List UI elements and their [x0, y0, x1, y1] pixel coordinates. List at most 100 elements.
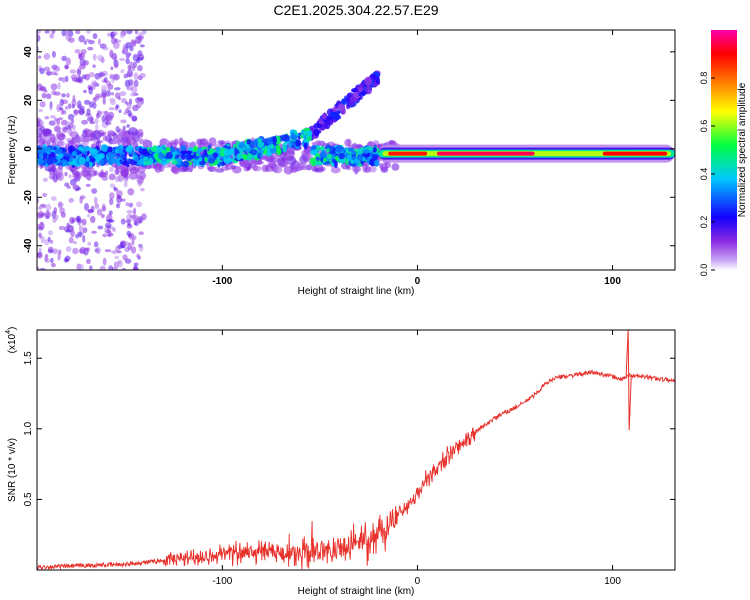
noise-speck [130, 246, 137, 254]
noise-speck [125, 52, 130, 59]
band-blob [328, 145, 334, 151]
noise-speck [133, 222, 140, 226]
noise-speck [127, 188, 135, 196]
branch-blob [349, 96, 357, 103]
band-blob [291, 134, 298, 141]
band-blob [334, 160, 338, 169]
noise-speck [72, 185, 78, 190]
spectrogram-y-tick-label: -40 [23, 238, 34, 253]
band-halo [144, 164, 152, 170]
band-blob [78, 156, 86, 165]
noise-speck [50, 263, 56, 268]
noise-speck [51, 30, 56, 34]
noise-speck [115, 203, 121, 209]
snr-x-axis-label: Height of straight line (km) [298, 586, 415, 597]
noise-speck [133, 235, 137, 240]
band-blob [143, 160, 151, 166]
band-blob [335, 145, 343, 154]
noise-speck [94, 203, 100, 210]
colorbar-tick-label: 0.2 [699, 216, 709, 229]
band-halo [224, 163, 234, 171]
snr-axes: -100 0 100 0.5 1.0 1.5 [23, 330, 675, 587]
noise-speck [129, 93, 136, 97]
branch-blob [372, 73, 377, 80]
branch-blob [313, 128, 320, 137]
band-blob [137, 160, 144, 166]
noise-speck [123, 181, 128, 188]
noise-speck [42, 192, 48, 198]
noise-speck [78, 225, 83, 232]
branch-blob [329, 111, 336, 119]
noise-speck [76, 215, 81, 221]
noise-speck [93, 196, 98, 205]
noise-speck [97, 38, 101, 46]
noise-speck [65, 57, 72, 66]
noise-speck [89, 215, 96, 224]
noise-speck [78, 35, 86, 43]
noise-speck [132, 266, 139, 270]
noise-speck [68, 174, 72, 179]
noise-speck [44, 30, 50, 34]
band-blob [313, 159, 318, 164]
colorbar-gradient [711, 30, 737, 270]
band-blob [187, 154, 195, 160]
band-halo [314, 140, 322, 147]
noise-speck [78, 263, 84, 270]
noise-speck [41, 204, 47, 209]
band-blob [180, 150, 188, 155]
noise-speck [89, 116, 94, 124]
noise-speck [117, 39, 122, 43]
spectrogram-panel: -100 0 100 -40 -20 0 20 40 Height of straight l… [7, 29, 676, 297]
noise-speck [126, 223, 133, 229]
band-halo [57, 140, 65, 148]
snr-y-tick-label: 1.0 [23, 421, 34, 435]
noise-speck [68, 198, 75, 203]
band-blob [159, 145, 164, 153]
noise-speck [114, 255, 119, 260]
noise-speck [126, 213, 134, 222]
noise-speck [45, 93, 52, 100]
band-blob [212, 152, 219, 158]
band-blob [65, 155, 71, 162]
band-blob [310, 149, 318, 156]
noise-speck [58, 77, 63, 82]
noise-speck [42, 177, 48, 183]
band-blob [372, 147, 377, 154]
noise-speck [100, 84, 108, 93]
noise-speck [102, 233, 108, 238]
band-halo [285, 154, 290, 160]
noise-speck [92, 33, 98, 40]
noise-speck [125, 58, 130, 65]
band-halo [264, 154, 275, 162]
snr-multiplier-base: (x10 [7, 333, 18, 353]
noise-speck [84, 203, 90, 211]
noise-speck [65, 246, 72, 252]
noise-speck [61, 93, 66, 98]
noise-speck [61, 76, 66, 83]
band-blob [69, 157, 73, 162]
branch-blob [334, 112, 340, 121]
noise-speck [60, 212, 66, 218]
band-blob [64, 160, 69, 166]
noise-speck [130, 85, 138, 94]
noise-speck [107, 32, 111, 37]
band-halo [208, 137, 217, 147]
noise-speck [100, 213, 105, 219]
noise-speck [127, 64, 131, 71]
noise-speck [109, 166, 114, 173]
band-blob [67, 145, 76, 153]
band-blob [295, 139, 302, 147]
band-blob [266, 137, 273, 146]
noise-speck [38, 205, 43, 211]
noise-speck [117, 250, 122, 254]
noise-speck [102, 97, 106, 105]
noise-speck [65, 259, 69, 263]
noise-speck [134, 30, 139, 35]
snr-plot-area [37, 330, 675, 570]
noise-speck [114, 87, 121, 91]
snr-x-tick-label: 100 [604, 576, 621, 587]
noise-speck [84, 73, 90, 81]
band-blob [170, 148, 176, 153]
noise-speck [92, 102, 97, 109]
